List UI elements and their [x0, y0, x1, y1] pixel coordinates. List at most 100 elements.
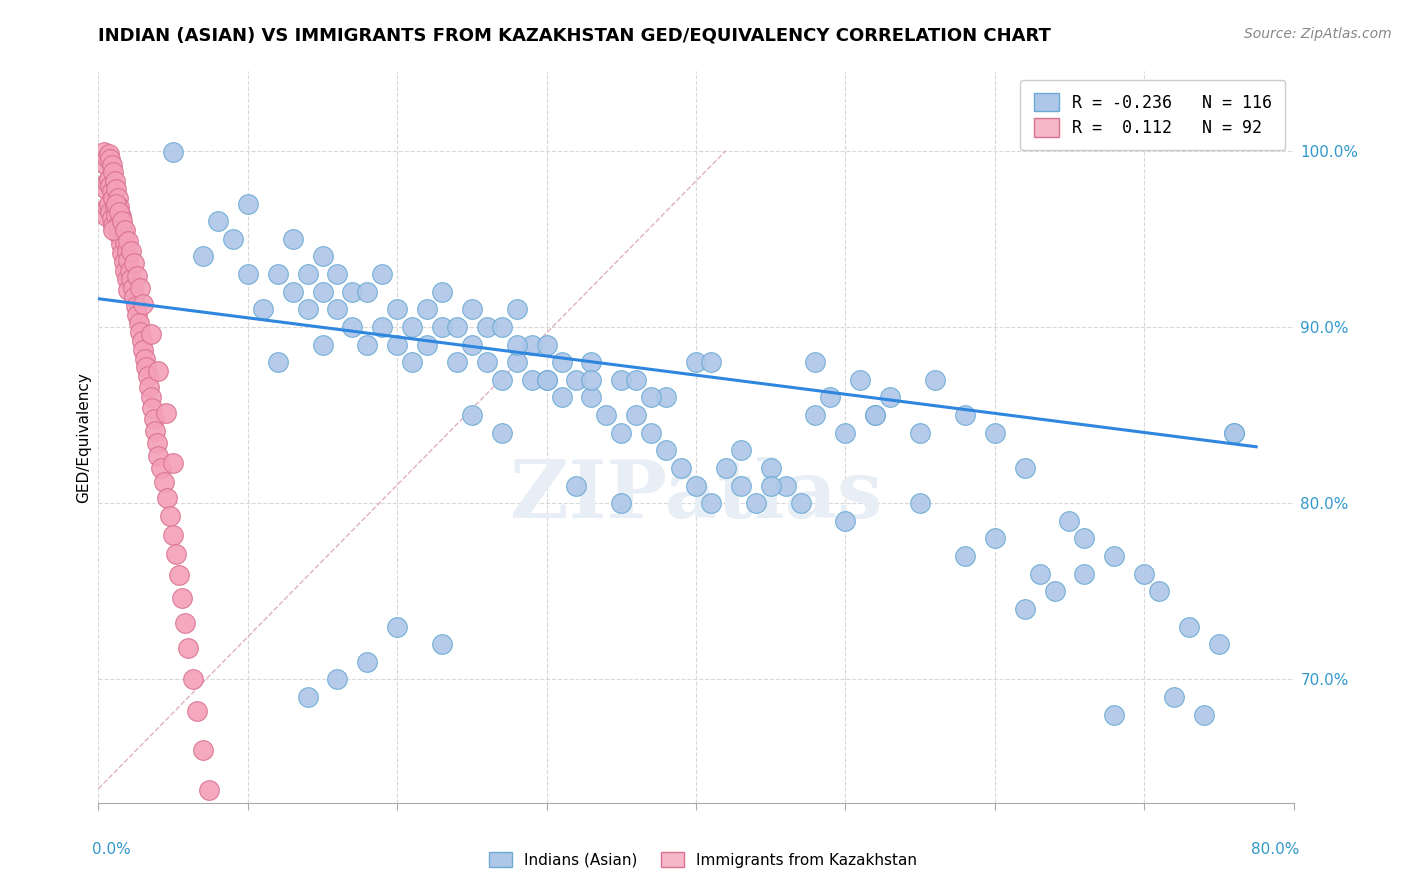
Point [177, 640, 200, 655]
Point [491, 320, 513, 334]
Point [908, 496, 931, 510]
Point [101, 211, 124, 225]
Point [211, 877, 233, 891]
Point [103, 191, 125, 205]
Point [112, 227, 135, 241]
Point [141, 401, 163, 415]
Point [924, 373, 946, 387]
Point [96, 151, 118, 165]
Point [156, 491, 179, 505]
Point [834, 514, 856, 528]
Point [281, 232, 304, 246]
Point [595, 408, 617, 422]
Point [104, 174, 127, 188]
Point [342, 320, 364, 334]
Point [1059, 514, 1081, 528]
Legend: R = -0.236   N = 116, R =  0.112   N = 92: R = -0.236 N = 116, R = 0.112 N = 92 [1021, 79, 1285, 151]
Point [430, 285, 453, 299]
Point [1073, 566, 1095, 581]
Point [804, 355, 827, 369]
Point [108, 205, 131, 219]
Point [207, 214, 229, 228]
Point [520, 337, 543, 351]
Point [114, 263, 136, 277]
Point [93, 145, 115, 160]
Point [430, 637, 453, 651]
Point [222, 232, 245, 246]
Point [132, 297, 155, 311]
Point [174, 615, 197, 630]
Point [714, 461, 737, 475]
Y-axis label: GED/Equivalency: GED/Equivalency [76, 372, 91, 502]
Point [849, 373, 872, 387]
Text: 80.0%: 80.0% [1251, 842, 1299, 857]
Point [204, 828, 226, 842]
Point [865, 408, 887, 422]
Point [94, 158, 117, 172]
Point [1104, 707, 1126, 722]
Point [121, 281, 143, 295]
Point [181, 673, 204, 687]
Point [446, 355, 468, 369]
Point [865, 408, 887, 422]
Text: Source: ZipAtlas.com: Source: ZipAtlas.com [1244, 27, 1392, 41]
Point [111, 214, 134, 228]
Point [1104, 549, 1126, 563]
Point [640, 391, 662, 405]
Point [136, 369, 159, 384]
Point [401, 320, 423, 334]
Point [1028, 566, 1050, 581]
Point [730, 478, 752, 492]
Point [356, 285, 378, 299]
Point [311, 337, 333, 351]
Point [385, 619, 409, 633]
Point [326, 673, 349, 687]
Point [1014, 602, 1036, 616]
Point [94, 182, 117, 196]
Point [148, 449, 170, 463]
Point [953, 549, 976, 563]
Point [104, 200, 127, 214]
Point [491, 373, 513, 387]
Point [297, 302, 319, 317]
Point [145, 436, 167, 450]
Point [311, 249, 333, 263]
Point [1192, 707, 1215, 722]
Point [879, 391, 901, 405]
Point [114, 223, 136, 237]
Point [120, 272, 142, 286]
Point [142, 411, 165, 425]
Point [1043, 584, 1066, 599]
Point [626, 373, 648, 387]
Point [191, 743, 214, 757]
Point [162, 145, 184, 160]
Point [162, 456, 184, 470]
Point [131, 334, 153, 348]
Point [118, 263, 141, 277]
Point [461, 302, 484, 317]
Point [565, 478, 588, 492]
Point [96, 175, 118, 189]
Point [520, 373, 543, 387]
Point [103, 218, 125, 232]
Point [236, 267, 259, 281]
Point [112, 254, 135, 268]
Point [139, 391, 162, 405]
Point [1014, 461, 1036, 475]
Point [103, 165, 125, 179]
Point [506, 302, 529, 317]
Point [311, 285, 333, 299]
Point [162, 528, 184, 542]
Text: ZIPatlas: ZIPatlas [510, 457, 882, 534]
Point [804, 408, 827, 422]
Point [134, 351, 156, 366]
Point [267, 355, 290, 369]
Point [97, 196, 120, 211]
Point [385, 337, 409, 351]
Point [105, 209, 128, 223]
Point [94, 209, 117, 223]
Point [101, 158, 124, 172]
Point [581, 373, 603, 387]
Point [984, 532, 1007, 546]
Point [100, 178, 122, 193]
